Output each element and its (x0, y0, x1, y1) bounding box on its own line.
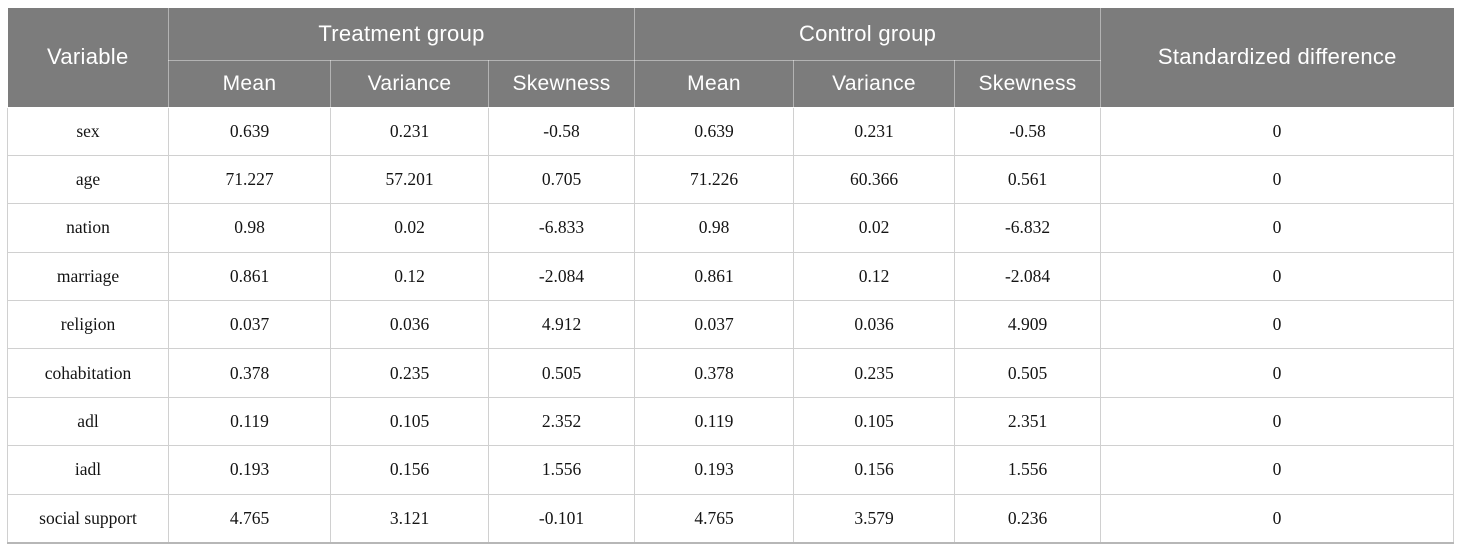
control-mean-cell: 0.378 (634, 348, 795, 398)
treatment-variance-cell: 0.12 (330, 251, 489, 302)
treatment-mean-cell: 71.227 (168, 154, 331, 205)
control-variance-cell: 60.366 (793, 154, 956, 205)
header-treatment-group: Treatment group (167, 8, 636, 61)
table-row: nation 0.98 0.02 -6.833 0.98 0.02 -6.832 0 (7, 203, 1455, 253)
treatment-mean-cell: 4.765 (168, 493, 331, 544)
control-skewness-cell: 2.351 (954, 396, 1102, 447)
treatment-skewness-cell: 2.352 (487, 396, 636, 447)
treatment-skewness-cell: 4.912 (487, 300, 636, 350)
control-mean-cell: 0.119 (634, 396, 795, 447)
standardized-difference-cell: 0 (1100, 154, 1455, 205)
treatment-mean-cell: 0.639 (168, 106, 331, 156)
control-variance-cell: 0.036 (793, 300, 956, 350)
treatment-variance-cell: 0.235 (330, 348, 489, 398)
treatment-skewness-cell: -2.084 (487, 251, 636, 302)
control-variance-cell: 3.579 (793, 493, 956, 544)
treatment-variance-cell: 0.231 (330, 106, 489, 156)
table-row: adl 0.119 0.105 2.352 0.119 0.105 2.351 0 (7, 396, 1455, 447)
header-treatment-mean: Mean (168, 59, 331, 108)
treatment-skewness-cell: -0.58 (487, 106, 636, 156)
variable-cell: nation (7, 203, 169, 253)
control-mean-cell: 0.639 (634, 106, 795, 156)
control-mean-cell: 0.861 (634, 251, 795, 302)
treatment-mean-cell: 0.193 (168, 445, 331, 495)
variable-cell: marriage (7, 251, 169, 302)
control-variance-cell: 0.12 (793, 251, 956, 302)
treatment-skewness-cell: -6.833 (487, 203, 636, 253)
header-control-mean: Mean (634, 59, 795, 108)
treatment-skewness-cell: 0.705 (487, 154, 636, 205)
standardized-difference-cell: 0 (1100, 396, 1455, 447)
balance-statistics-table: Variable Treatment group Control group S… (7, 8, 1455, 545)
header-control-skewness: Skewness (954, 59, 1101, 108)
treatment-mean-cell: 0.378 (168, 348, 331, 398)
control-skewness-cell: -6.832 (954, 203, 1102, 253)
treatment-mean-cell: 0.037 (168, 300, 331, 350)
standardized-difference-cell: 0 (1100, 203, 1455, 253)
treatment-mean-cell: 0.861 (168, 251, 331, 302)
variable-cell: adl (7, 396, 169, 447)
header-variable: Variable (7, 8, 169, 108)
control-skewness-cell: 0.236 (954, 493, 1102, 544)
control-skewness-cell: 1.556 (954, 445, 1102, 495)
control-skewness-cell: 0.505 (954, 348, 1102, 398)
table-row: sex 0.639 0.231 -0.58 0.639 0.231 -0.58 0 (7, 106, 1455, 156)
treatment-skewness-cell: 0.505 (487, 348, 636, 398)
standardized-difference-cell: 0 (1100, 445, 1455, 495)
treatment-mean-cell: 0.98 (168, 203, 331, 253)
control-variance-cell: 0.02 (793, 203, 956, 253)
header-control-variance: Variance (793, 59, 956, 108)
table-header: Variable Treatment group Control group S… (7, 8, 1454, 108)
variable-cell: social support (7, 493, 169, 544)
control-skewness-cell: -0.58 (954, 106, 1102, 156)
control-skewness-cell: 0.561 (954, 154, 1102, 205)
treatment-skewness-cell: -0.101 (487, 493, 636, 544)
variable-cell: cohabitation (7, 348, 169, 398)
control-variance-cell: 0.235 (793, 348, 956, 398)
control-mean-cell: 4.765 (634, 493, 795, 544)
control-skewness-cell: 4.909 (954, 300, 1102, 350)
variable-cell: age (7, 154, 169, 205)
table-row: iadl 0.193 0.156 1.556 0.193 0.156 1.556 0 (7, 445, 1455, 495)
header-standardized-difference: Standardized difference (1100, 8, 1454, 108)
standardized-difference-cell: 0 (1100, 251, 1455, 302)
treatment-variance-cell: 0.105 (330, 396, 489, 447)
control-mean-cell: 0.037 (634, 300, 795, 350)
treatment-variance-cell: 0.156 (330, 445, 489, 495)
header-treatment-variance: Variance (330, 59, 489, 108)
standardized-difference-cell: 0 (1100, 300, 1455, 350)
table-row: marriage 0.861 0.12 -2.084 0.861 0.12 -2.084 0 (7, 251, 1455, 302)
header-control-group: Control group (634, 8, 1102, 61)
treatment-variance-cell: 57.201 (330, 154, 489, 205)
control-variance-cell: 0.105 (793, 396, 956, 447)
variable-cell: sex (7, 106, 169, 156)
table-row: age 71.227 57.201 0.705 71.226 60.366 0.561 0 (7, 154, 1455, 205)
table-body: sex 0.639 0.231 -0.58 0.639 0.231 -0.58 0 age 71.… (7, 106, 1455, 544)
variable-cell: iadl (7, 445, 169, 495)
header-group-row: Variable Treatment group Control group S… (7, 8, 1454, 108)
control-mean-cell: 71.226 (634, 154, 795, 205)
standardized-difference-cell: 0 (1100, 493, 1455, 544)
standardized-difference-cell: 0 (1100, 348, 1455, 398)
control-variance-cell: 0.156 (793, 445, 956, 495)
control-variance-cell: 0.231 (793, 106, 956, 156)
treatment-variance-cell: 0.036 (330, 300, 489, 350)
control-mean-cell: 0.193 (634, 445, 795, 495)
control-skewness-cell: -2.084 (954, 251, 1102, 302)
table-row: cohabitation 0.378 0.235 0.505 0.378 0.235 0.5… (7, 348, 1455, 398)
variable-cell: religion (7, 300, 169, 350)
table-row: religion 0.037 0.036 4.912 0.037 0.036 4.909 0 (7, 300, 1455, 350)
treatment-skewness-cell: 1.556 (487, 445, 636, 495)
header-treatment-skewness: Skewness (487, 59, 636, 108)
treatment-variance-cell: 0.02 (330, 203, 489, 253)
treatment-variance-cell: 3.121 (330, 493, 489, 544)
standardized-difference-cell: 0 (1100, 106, 1455, 156)
control-mean-cell: 0.98 (634, 203, 795, 253)
treatment-mean-cell: 0.119 (168, 396, 331, 447)
table-row: social support 4.765 3.121 -0.101 4.765 3.579… (7, 493, 1455, 544)
